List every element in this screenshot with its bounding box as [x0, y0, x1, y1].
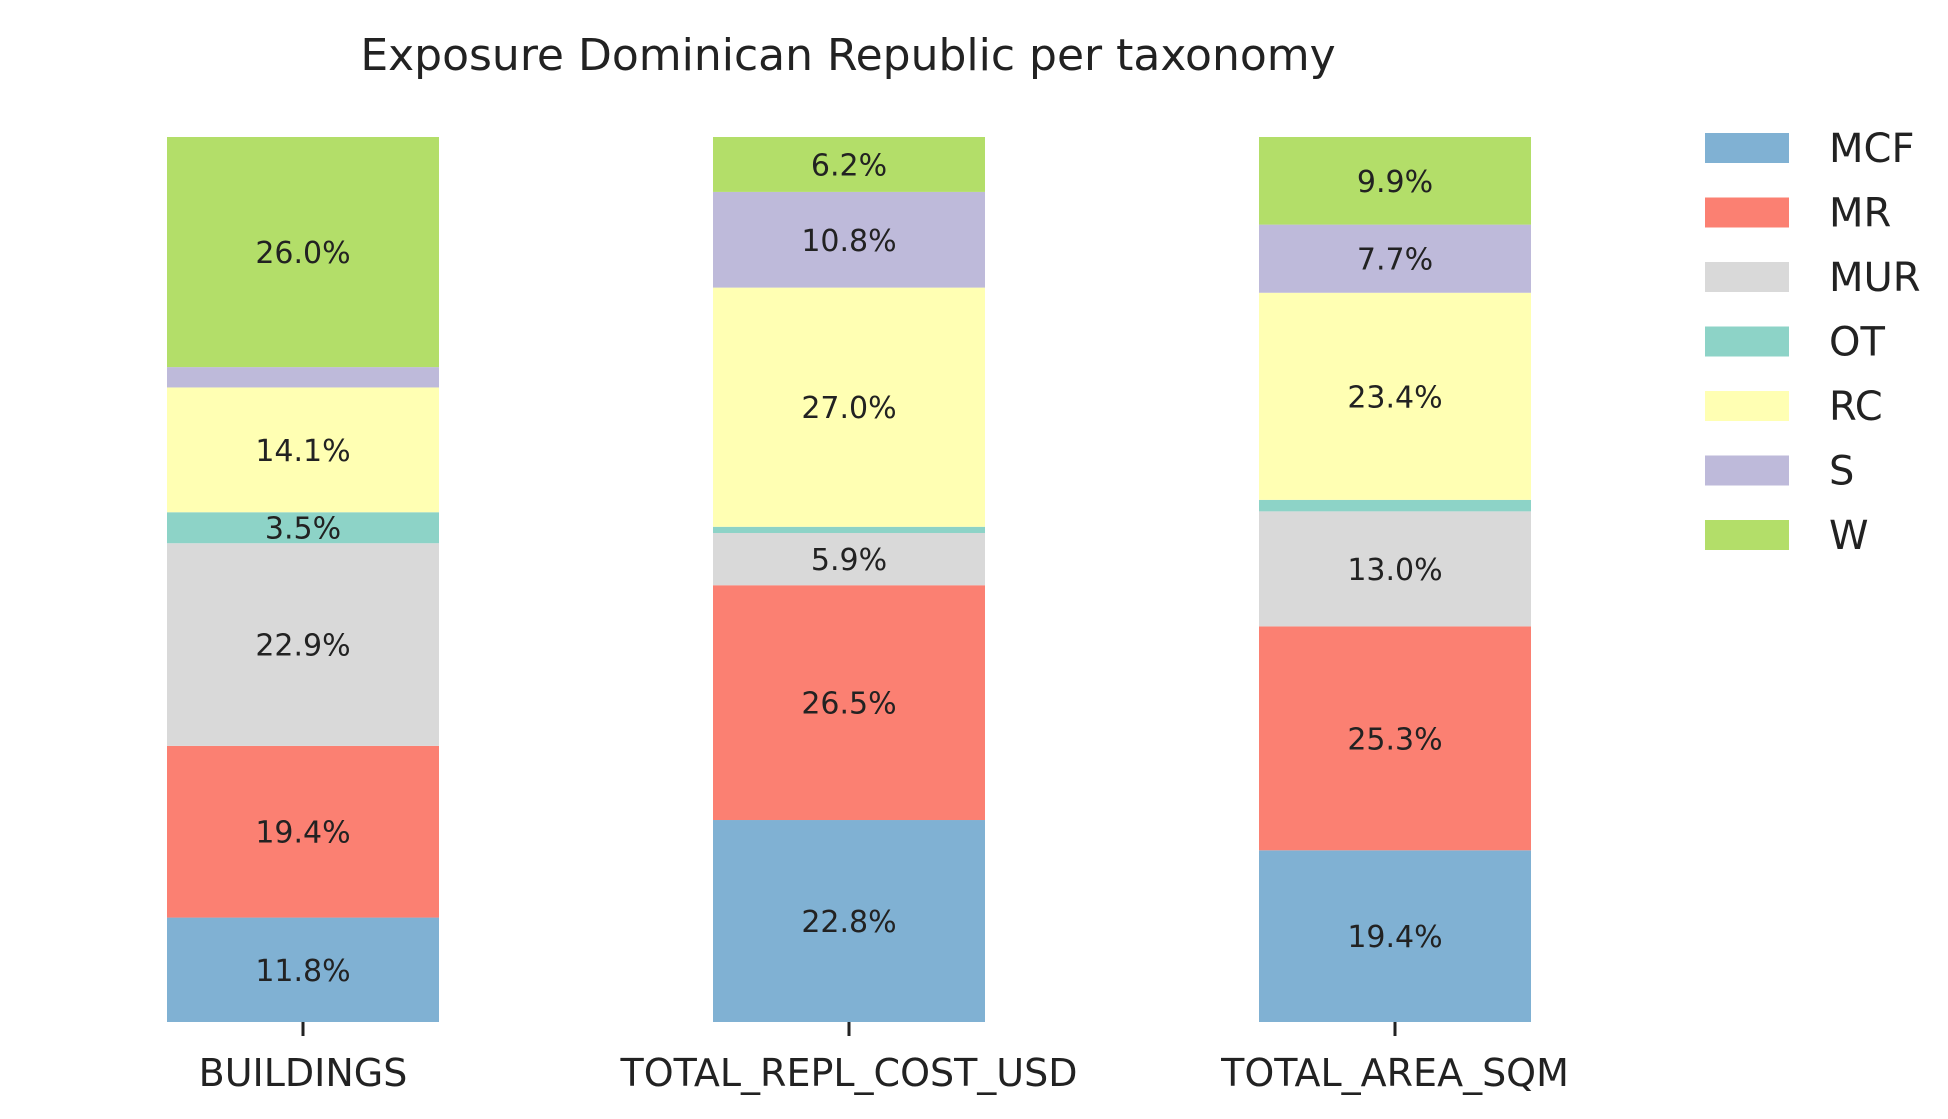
data-label-total-area-sqm-mur: 13.0% — [1347, 553, 1442, 588]
legend-label-rc: RC — [1829, 384, 1883, 430]
legend: MCF MR MUR OT RC SW — [1705, 126, 1921, 559]
data-label-total-repl-cost-usd-w: 6.2% — [811, 148, 887, 183]
bar-segment-total-repl-cost-usd-mcf — [713, 820, 985, 1022]
legend-label-w: W — [1829, 513, 1869, 559]
data-label-total-repl-cost-usd-mcf: 22.8% — [801, 905, 896, 940]
bar-segment-buildings-ot — [167, 512, 439, 544]
data-label-total-area-sqm-rc: 23.4% — [1347, 380, 1442, 415]
data-label-total-repl-cost-usd-mr: 26.5% — [801, 687, 896, 722]
data-label-buildings-w: 26.0% — [255, 236, 350, 271]
bar-segment-total-area-sqm-mcf — [1259, 850, 1531, 1022]
data-label-buildings-ot: 3.5% — [265, 512, 341, 547]
bar-segment-total-area-sqm-mur — [1259, 511, 1531, 627]
data-label-total-area-sqm-mr: 25.3% — [1347, 722, 1442, 757]
legend-swatch-rc — [1705, 391, 1789, 421]
bars-group: 11.8% 19.4% 22.9% 3.5% 14.1% 26.0% 22.8% 26.5% 5… — [167, 137, 1531, 1022]
bar-segment-total-area-sqm-w — [1259, 137, 1531, 225]
legend-label-mur: MUR — [1829, 255, 1921, 301]
bar-segment-buildings-mr — [167, 745, 439, 918]
x-tick-label-total-repl-cost-usd: TOTAL_REPL_COST_USD — [619, 1051, 1077, 1095]
bar-segment-total-area-sqm-mr — [1259, 626, 1531, 851]
data-label-total-repl-cost-usd-rc: 27.0% — [801, 391, 896, 426]
data-label-total-area-sqm-w: 9.9% — [1357, 165, 1433, 200]
bar-segment-total-repl-cost-usd-mur — [713, 532, 985, 586]
data-label-total-area-sqm-s: 7.7% — [1357, 243, 1433, 278]
chart-title: Exposure Dominican Republic per taxonomy — [360, 30, 1335, 81]
legend-swatch-ot — [1705, 326, 1789, 357]
data-label-total-area-sqm-mcf: 19.4% — [1347, 920, 1442, 955]
data-label-buildings-rc: 14.1% — [255, 434, 350, 469]
data-label-total-repl-cost-usd-mur: 5.9% — [811, 543, 887, 578]
legend-swatch-mur — [1705, 262, 1789, 292]
bar-segment-total-repl-cost-usd-w — [713, 137, 985, 192]
data-label-buildings-mur: 22.9% — [255, 629, 350, 664]
x-axis: BUILDINGS TOTAL_REPL_COST_USD TOTAL_AREA_S… — [199, 1022, 1569, 1095]
legend-swatch-w — [1705, 520, 1789, 550]
bar-segment-buildings-s — [167, 367, 439, 388]
bar-segment-total-area-sqm-s — [1259, 224, 1531, 293]
data-label-total-repl-cost-usd-s: 10.8% — [801, 224, 896, 259]
bar-segment-buildings-rc — [167, 387, 439, 513]
legend-label-ot: OT — [1829, 320, 1885, 366]
bar-segment-buildings-mcf — [167, 917, 439, 1022]
bar-segment-total-area-sqm-rc — [1259, 292, 1531, 500]
bar-segment-total-repl-cost-usd-mr — [713, 585, 985, 821]
data-label-buildings-mcf: 11.8% — [255, 954, 350, 989]
bar-segment-buildings-mur — [167, 543, 439, 746]
legend-label-s: S — [1829, 449, 1854, 495]
bar-segment-total-area-sqm-ot — [1259, 499, 1531, 512]
bar-segment-total-repl-cost-usd-ot — [713, 526, 985, 533]
bar-segment-total-repl-cost-usd-s — [713, 191, 985, 288]
data-label-buildings-mr: 19.4% — [255, 816, 350, 851]
x-tick-label-total-area-sqm: TOTAL_AREA_SQM — [1220, 1051, 1569, 1095]
legend-label-mr: MR — [1829, 191, 1891, 237]
bar-segment-buildings-w — [167, 137, 439, 368]
legend-label-mcf: MCF — [1829, 126, 1914, 172]
bar-segment-total-repl-cost-usd-rc — [713, 287, 985, 527]
legend-swatch-mcf — [1705, 133, 1789, 163]
legend-swatch-mr — [1705, 197, 1789, 228]
legend-swatch-s — [1705, 455, 1789, 486]
x-tick-label-buildings: BUILDINGS — [199, 1051, 408, 1095]
